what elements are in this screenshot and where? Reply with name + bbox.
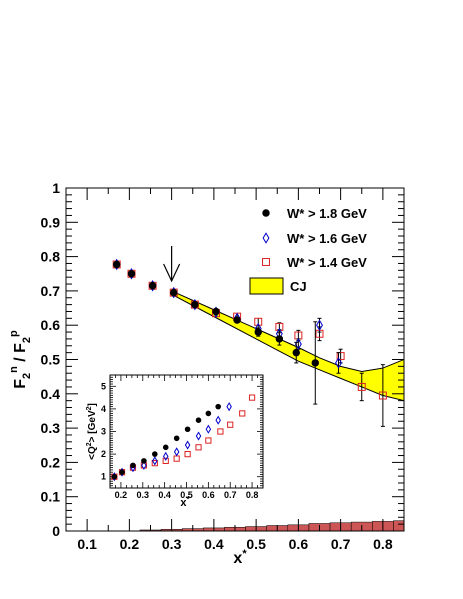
inset-x-tick-label: 0.7	[224, 490, 237, 500]
y-tick-label: 0.9	[41, 214, 61, 230]
inset-data-point	[184, 426, 191, 433]
y-tick-label: 0.1	[41, 489, 61, 505]
inset-data-point	[184, 440, 191, 450]
y-tick-label: 0.3	[41, 420, 61, 436]
inset-data-point	[184, 450, 191, 458]
x-tick-label: 0.8	[373, 536, 393, 552]
inset-x-axis-title: x*	[180, 495, 190, 509]
y-tick-label: 0.7	[41, 283, 61, 299]
inset-data-point	[162, 457, 169, 464]
x-tick-label: 0.5	[246, 536, 266, 552]
y-axis: 0 0.1 0.2 0.3 0.4 0.5 0.6 0.7 0.8 0.9 1	[41, 180, 404, 539]
inset-data-point	[119, 469, 125, 475]
data-point	[316, 319, 323, 331]
y-tick-label: 0.2	[41, 454, 61, 470]
inset-plot: 1 2 3 4 5 0.2 0.3 0.4 0.5 0.6 0.7 0.8 x* <Q2> [GeV2]	[86, 374, 264, 509]
inset-x-tick-label: 0.5	[180, 490, 193, 500]
y-axis-title: F2n / F2p	[8, 330, 33, 389]
x-axis: 0.1 0.2 0.3 0.4 0.5 0.6 0.7 0.8	[65, 188, 405, 552]
inset-data-point	[151, 460, 158, 467]
inset-data-point	[195, 444, 202, 451]
inset-y-axis-title: <Q2> [GeV2]	[86, 403, 98, 460]
inset-x-tick-label: 0.6	[202, 490, 215, 500]
data-point	[212, 307, 220, 316]
inset-data-point	[173, 447, 180, 457]
x-tick-label: 0.2	[120, 536, 140, 552]
inset-data-point	[227, 421, 234, 428]
data-point	[378, 391, 387, 400]
data-point	[148, 282, 157, 290]
x-tick-label: 0.3	[162, 536, 182, 552]
inset-y-tick-label: 2	[101, 449, 106, 459]
legend-marker	[262, 232, 270, 244]
data-point	[127, 270, 136, 278]
inset-data-point	[162, 444, 169, 451]
legend-label: W* > 1.4 GeV	[287, 255, 367, 270]
inset-x-tick-label: 0.4	[158, 490, 171, 500]
inset-data-point	[162, 451, 169, 461]
y-tick-label: 1	[52, 180, 60, 196]
inset-data-point	[141, 460, 147, 470]
data-point	[335, 357, 342, 369]
x-axis-title: x*	[233, 548, 247, 567]
data-point	[336, 352, 345, 361]
main-plot: 00.10.20.30.40.50.60.70.80.910.1 0.2 0.3 0.…	[8, 180, 405, 567]
inset-data-point	[239, 410, 246, 417]
inset-data-point	[173, 435, 180, 442]
legend-swatch-cj	[249, 277, 284, 295]
inset-series-0	[111, 403, 221, 480]
data-point	[292, 348, 300, 357]
data-point	[191, 300, 199, 309]
inset-data-point	[195, 417, 202, 423]
inset-data-point	[215, 415, 221, 425]
legend-marker	[262, 258, 270, 266]
inset-data-point	[217, 428, 224, 435]
inset-y-tick-label: 1	[101, 472, 106, 482]
inset-y-tick-label: 4	[101, 404, 106, 414]
legend-label-cj: CJ	[290, 279, 307, 294]
x-tick-label: 0.1	[77, 536, 97, 552]
series-0	[112, 260, 319, 405]
inset-data-point	[205, 437, 212, 444]
inset-data-point	[141, 458, 147, 464]
legend-marker	[262, 209, 270, 217]
y-tick-label: 0.5	[41, 352, 61, 368]
inset-data-point	[205, 424, 212, 434]
inset-data-point	[130, 462, 136, 469]
x-tick-label: 0.7	[331, 536, 351, 552]
arrow-head	[163, 263, 181, 283]
data-point	[357, 382, 366, 391]
inset-x-tick-label: 0.2	[115, 490, 128, 500]
data-point	[233, 316, 241, 324]
systematic-bin	[393, 520, 404, 531]
data-point	[311, 359, 319, 367]
y-tick-label: 0.8	[41, 249, 61, 265]
inset-data-point	[195, 431, 202, 441]
inset-data-point	[215, 403, 221, 410]
data-point	[112, 260, 121, 269]
inset-y-tick-label: 3	[101, 427, 106, 437]
legend-label: W* > 1.8 GeV	[287, 206, 367, 221]
inset-data-point	[152, 456, 158, 466]
x-tick-label: 0.6	[289, 536, 309, 552]
inset-x-tick-label: 0.3	[137, 490, 150, 500]
inset-data-point	[111, 473, 118, 480]
inset-data-point	[205, 410, 212, 417]
y-tick-label: 0	[52, 523, 60, 539]
y-tick-label: 0.4	[41, 386, 61, 402]
x-tick-label: 0.4	[204, 536, 224, 552]
inset-data-point	[226, 402, 232, 412]
legend: W* > 1.8 GeV W* > 1.6 GeV W* > 1.4 GeV CJ	[249, 206, 367, 295]
legend-label: W* > 1.6 GeV	[287, 231, 367, 246]
data-point	[275, 335, 284, 343]
inset-data-point	[248, 394, 256, 401]
inset-x-tick-label: 0.8	[246, 490, 259, 500]
y-tick-label: 0.6	[41, 317, 61, 333]
inset-data-point	[152, 451, 158, 457]
data-point	[254, 328, 262, 336]
inset-y-tick-label: 5	[101, 381, 106, 391]
data-point	[170, 288, 178, 297]
